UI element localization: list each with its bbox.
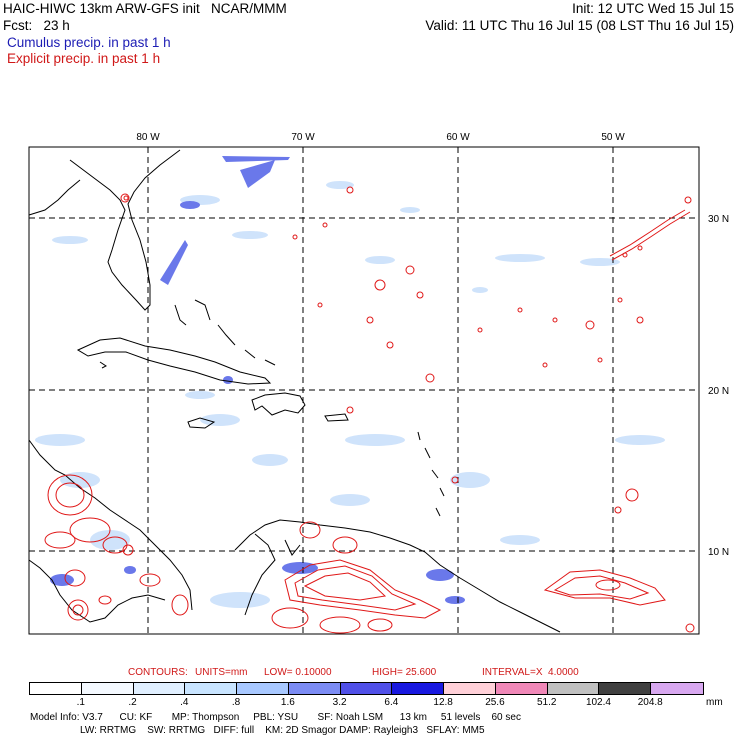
colorbar-tick-label: 25.6 <box>485 697 505 708</box>
model-title: HAIC-HIWC 13km ARW-GFS init NCAR/MMM <box>3 1 287 16</box>
lat-label-20n: 20 N <box>708 386 729 397</box>
model-info-line1: Model Info: V3.7 CU: KF MP: Thompson PBL… <box>30 712 521 723</box>
lat-labels: 30 N 20 N 10 N <box>708 214 729 558</box>
colorbar-cell <box>30 683 82 694</box>
colorbar-cell <box>599 683 652 694</box>
colorbar-cell <box>392 683 445 694</box>
lon-labels: 80 W 70 W 60 W 50 W <box>136 132 625 143</box>
colorbar-tick-label: .1 <box>76 697 85 708</box>
contours-high: HIGH= 25.600 <box>372 667 437 678</box>
colorbar-tick-label: 12.8 <box>433 697 453 708</box>
lat-label-30n: 30 N <box>708 214 729 225</box>
colorbar-cell <box>547 683 600 694</box>
lat-label-10n: 10 N <box>708 547 729 558</box>
colorbar-tick-label: 204.8 <box>637 697 663 708</box>
lon-label-50w: 50 W <box>601 132 625 143</box>
colorbar <box>29 682 704 695</box>
colorbar-tick-label: .2 <box>128 697 137 708</box>
lon-label-80w: 80 W <box>136 132 160 143</box>
colorbar-cell <box>133 683 186 694</box>
cumulus-precip-light <box>35 181 665 608</box>
colorbar-tick-label: .8 <box>231 697 241 708</box>
colorbar-unit: mm <box>706 697 723 708</box>
cumulus-precip-heavy <box>50 156 465 604</box>
init-time: Init: 12 UTC Wed 15 Jul 15 <box>572 1 734 16</box>
coastlines <box>28 149 561 633</box>
colorbar-cell <box>288 683 341 694</box>
forecast-hour: Fcst: 23 h <box>3 18 70 33</box>
colorbar-tick-label: 3.2 <box>332 697 347 708</box>
contours-low: LOW= 0.10000 <box>264 667 332 678</box>
colorbar-cell <box>185 683 238 694</box>
lat-lon-grid <box>29 147 699 634</box>
colorbar-cell <box>237 683 289 694</box>
colorbar-tick-label: 102.4 <box>585 697 611 708</box>
valid-time: Valid: 11 UTC Thu 16 Jul 15 (08 LST Thu … <box>425 18 734 33</box>
colorbar-cell <box>81 683 134 694</box>
colorbar-tick-label: .4 <box>180 697 189 708</box>
explicit-legend: Explicit precip. in past 1 h <box>7 51 161 66</box>
contours-units: UNITS=mm <box>195 667 248 678</box>
colorbar-tick-label: 1.6 <box>280 697 295 708</box>
colorbar-cell <box>444 683 496 694</box>
colorbar-tick-label: 51.2 <box>536 697 557 708</box>
contours-label: CONTOURS: <box>128 667 188 678</box>
colorbar-cell <box>340 683 393 694</box>
colorbar-tick-label: 6.4 <box>384 697 399 708</box>
model-info-line2: LW: RRTMG SW: RRTMG DIFF: full KM: 2D Sm… <box>30 725 485 736</box>
contours-interval: INTERVAL=X 4.0000 <box>482 667 579 678</box>
lon-label-70w: 70 W <box>291 132 315 143</box>
colorbar-cell <box>495 683 548 694</box>
explicit-precip-contours <box>44 186 695 634</box>
colorbar-cell <box>651 683 703 694</box>
lon-label-60w: 60 W <box>446 132 470 143</box>
cumulus-legend: Cumulus precip. in past 1 h <box>7 35 171 50</box>
